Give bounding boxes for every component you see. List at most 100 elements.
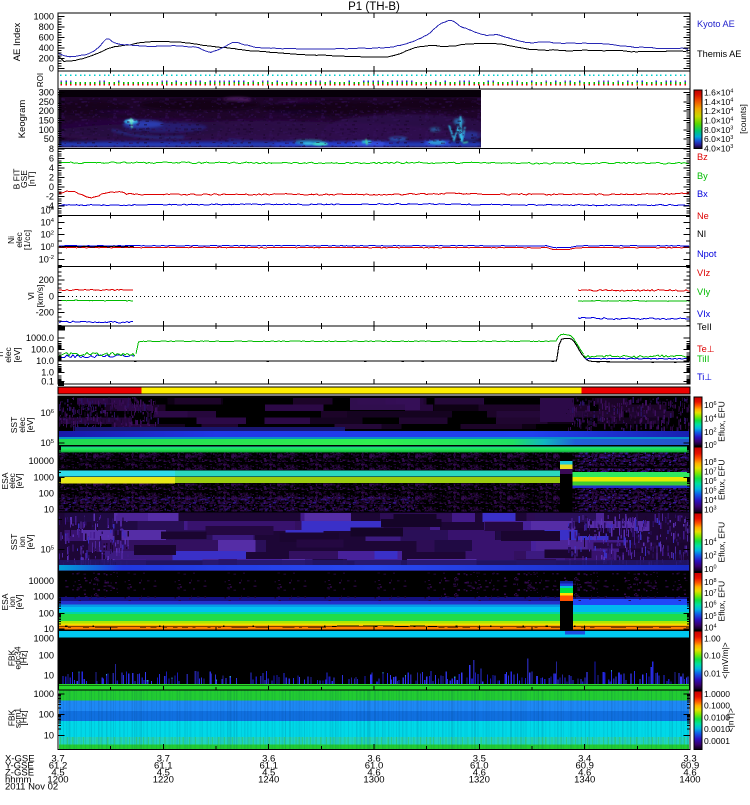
svg-text:61.0: 61.0 [365, 761, 384, 772]
svg-text:[nT]: [nT] [27, 172, 37, 187]
svg-text:[eV]: [eV] [12, 347, 22, 362]
svg-text:4: 4 [49, 163, 54, 173]
svg-text:104: 104 [41, 217, 55, 227]
svg-text:elec: elec [7, 472, 17, 488]
svg-text:hhmm: hhmm [5, 775, 31, 786]
svg-text:1200: 1200 [47, 775, 68, 786]
svg-text:1000: 1000 [34, 473, 54, 483]
svg-text:By: By [697, 171, 708, 181]
svg-text:SST: SST [9, 534, 19, 551]
svg-text:10: 10 [44, 505, 54, 515]
svg-text:100.0: 100.0 [31, 345, 54, 355]
svg-text:1220: 1220 [153, 775, 174, 786]
svg-text:100: 100 [39, 489, 54, 499]
svg-text:8: 8 [49, 144, 54, 154]
svg-text:ESA: ESA [0, 472, 10, 489]
svg-text:100: 100 [39, 125, 54, 135]
svg-text:106: 106 [704, 400, 717, 410]
svg-text:107: 107 [704, 588, 717, 598]
svg-text:Eflux, EFU: Eflux, EFU [717, 401, 727, 442]
svg-text:106: 106 [41, 205, 54, 215]
svg-text:[Hz]: [Hz] [19, 710, 29, 725]
svg-text:3.3: 3.3 [683, 754, 696, 765]
svg-text:2: 2 [49, 173, 54, 183]
svg-text:[Hz]: [Hz] [19, 650, 29, 665]
svg-text:0.01: 0.01 [704, 669, 721, 679]
svg-text:10.0: 10.0 [36, 356, 54, 366]
svg-text:4.6: 4.6 [683, 768, 696, 779]
svg-text:50: 50 [44, 134, 54, 144]
svg-text:1300: 1300 [363, 775, 384, 786]
svg-text:1.2×104: 1.2×104 [704, 106, 733, 116]
svg-text:Z-GSE: Z-GSE [5, 768, 34, 779]
svg-text:GSE: GSE [19, 170, 29, 188]
svg-text:150: 150 [39, 116, 54, 126]
svg-text:3.6: 3.6 [367, 754, 380, 765]
svg-text:61.0: 61.0 [470, 761, 489, 772]
svg-text:10-2: 10-2 [39, 254, 54, 264]
svg-text:Eflux, EFU: Eflux, EFU [717, 581, 727, 622]
svg-text:edc34: edc34 [13, 646, 23, 669]
svg-text:100: 100 [39, 609, 54, 619]
svg-text:1000: 1000 [34, 12, 54, 22]
svg-text:Bz: Bz [697, 152, 708, 162]
svg-text:103: 103 [704, 505, 717, 515]
svg-text:800: 800 [39, 22, 54, 32]
svg-text:200: 200 [39, 53, 54, 63]
svg-text:VIy: VIy [697, 287, 711, 297]
svg-text:VIz: VIz [697, 268, 711, 278]
svg-text:elec: elec [17, 416, 27, 432]
svg-text:[eV]: [eV] [25, 417, 35, 432]
svg-text:61.1: 61.1 [259, 761, 278, 772]
svg-text:-2: -2 [46, 192, 54, 202]
svg-text:60.9: 60.9 [575, 761, 594, 772]
svg-text:0.0001: 0.0001 [704, 736, 730, 746]
svg-text:0.1: 0.1 [41, 377, 54, 387]
svg-text:1.0000: 1.0000 [704, 689, 730, 699]
svg-text:Kyoto AE: Kyoto AE [697, 19, 735, 29]
svg-text:Themis AE: Themis AE [697, 49, 741, 59]
svg-text:TiII: TiII [697, 354, 709, 364]
svg-text:FBK: FBK [7, 649, 17, 666]
svg-text:4.6: 4.6 [367, 768, 380, 779]
svg-text:1.4×104: 1.4×104 [704, 97, 733, 107]
svg-text:[eV]: [eV] [25, 534, 35, 549]
svg-text:10000: 10000 [28, 456, 54, 466]
svg-text:[eV]: [eV] [14, 594, 24, 609]
svg-text:104: 104 [704, 413, 717, 423]
svg-text:ROI: ROI [36, 73, 45, 87]
svg-text:100: 100 [41, 242, 54, 252]
svg-text:TeII: TeII [697, 322, 712, 332]
svg-text:104: 104 [704, 495, 717, 505]
svg-text:-4: -4 [46, 201, 54, 211]
svg-text:1.00: 1.00 [704, 634, 721, 644]
svg-text:1000: 1000 [34, 689, 54, 699]
svg-text:<|mV/m|>: <|mV/m|> [720, 642, 730, 679]
svg-text:4.6: 4.6 [473, 768, 486, 779]
svg-text:102: 102 [704, 427, 717, 437]
svg-text:0.0100: 0.0100 [704, 712, 730, 722]
svg-text:100: 100 [704, 440, 717, 450]
svg-text:10: 10 [44, 624, 54, 634]
svg-text:elec: elec [3, 346, 13, 362]
svg-text:scm1: scm1 [13, 708, 23, 729]
svg-text:106: 106 [704, 600, 717, 610]
svg-text:1.6×104: 1.6×104 [704, 88, 733, 98]
svg-text:104: 104 [704, 537, 717, 547]
svg-text:P1 (TH-B): P1 (TH-B) [348, 1, 400, 13]
svg-text:200: 200 [39, 106, 54, 116]
svg-text:Y-GSE: Y-GSE [5, 761, 34, 772]
svg-text:Eflux, EFU: Eflux, EFU [717, 522, 727, 563]
svg-text:106: 106 [704, 476, 717, 486]
svg-text:1000: 1000 [34, 634, 54, 644]
svg-text:Ti⊥: Ti⊥ [697, 372, 712, 382]
svg-text:Vl: Vl [26, 292, 36, 300]
svg-text:1320: 1320 [469, 775, 490, 786]
svg-text:60.9: 60.9 [681, 761, 700, 772]
svg-text:Npot: Npot [697, 249, 717, 259]
svg-text:4.5: 4.5 [51, 768, 64, 779]
svg-text:1.0: 1.0 [41, 368, 54, 378]
svg-text:100: 100 [704, 564, 717, 574]
svg-text:[counts]: [counts] [738, 104, 748, 134]
svg-text:4.0×103: 4.0×103 [704, 143, 733, 153]
